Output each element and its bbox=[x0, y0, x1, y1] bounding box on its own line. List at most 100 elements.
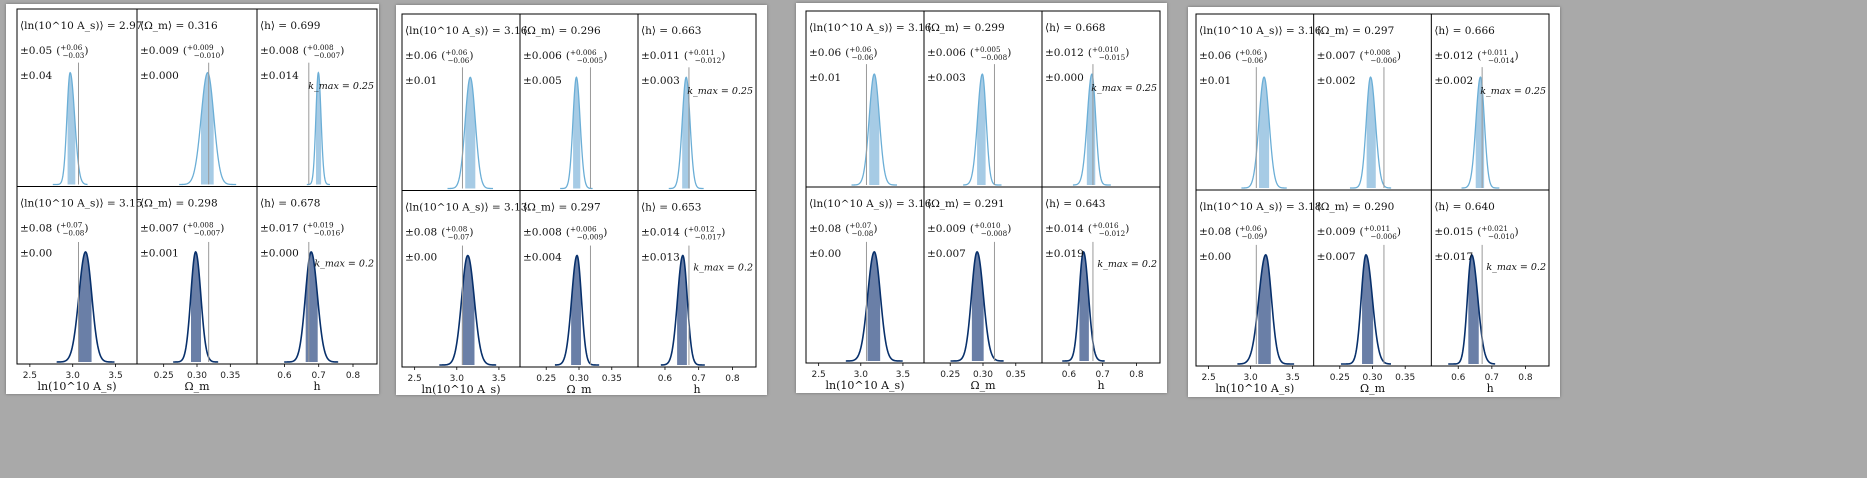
posterior-curve bbox=[284, 250, 339, 363]
panel-h-row1: ⟨h⟩ = 0.678 ±0.017 (+0.019 −0.016) ±0.000 k_m… bbox=[260, 198, 374, 363]
tick-label: 0.25 bbox=[940, 370, 960, 380]
mean-label: ⟨h⟩ = 0.666 bbox=[1434, 25, 1495, 37]
tick-label: 3.5 bbox=[108, 371, 122, 381]
panel-h-row0: ⟨h⟩ = 0.666 ±0.012 (+0.011 −0.014) ±0.002 k_m… bbox=[1434, 25, 1546, 189]
axis-label: ln(10^10 A_s) bbox=[38, 380, 117, 393]
systematic-label: ±0.003 bbox=[927, 72, 966, 84]
axis-label: h bbox=[313, 380, 320, 393]
tick-label: 2.5 bbox=[1201, 373, 1215, 383]
panel-as-row1: ⟨ln(10^10 A_s)⟩ = 3.18 ±0.08 (+0.06 −0.09) ±… bbox=[1199, 201, 1321, 365]
credible-band bbox=[461, 255, 475, 365]
panel-h-row0: ⟨h⟩ = 0.699 ±0.008 (+0.008 −0.007) ±0.014 k_m… bbox=[260, 20, 374, 186]
mean-label: ⟨ln(10^10 A_s)⟩ = 3.16 bbox=[809, 22, 932, 34]
panel-as-row0: ⟨ln(10^10 A_s)⟩ = 2.97 ±0.05 (+0.06 −0.03) ±… bbox=[20, 20, 142, 186]
tick-label: 0.8 bbox=[1129, 370, 1144, 380]
figure-page: ⟨ln(10^10 A_s)⟩ = 3.16 ±0.06 (+0.06 −0.06) ±… bbox=[396, 5, 767, 395]
systematic-label: ±0.019 bbox=[1045, 248, 1084, 260]
error-label: ±0.007 (+0.008 −0.006) bbox=[1317, 48, 1401, 65]
axis-label: ln(10^10 A_s) bbox=[826, 379, 905, 392]
figure-page: ⟨ln(10^10 A_s)⟩ = 2.97 ±0.05 (+0.06 −0.03) ±… bbox=[6, 4, 379, 394]
posterior-curve bbox=[660, 254, 705, 366]
error-label: ±0.012 (+0.010 −0.015) bbox=[1045, 45, 1129, 62]
panel-om-row1: ⟨Ω_m⟩ = 0.298 ±0.007 (+0.008 −0.007) ±0.001 bbox=[140, 198, 224, 363]
panel-as-row1: ⟨ln(10^10 A_s)⟩ = 3.15 ±0.08 (+0.07 −0.08) ±… bbox=[20, 198, 142, 363]
credible-band bbox=[201, 72, 214, 185]
posterior-curve bbox=[1340, 253, 1391, 365]
error-label: ±0.06 (+0.06 −0.06) bbox=[1199, 48, 1267, 65]
tick-label: 0.6 bbox=[1062, 370, 1077, 380]
tick-label: 0.25 bbox=[154, 371, 174, 381]
systematic-label: ±0.01 bbox=[405, 75, 437, 87]
tick-label: 0.35 bbox=[220, 371, 240, 381]
tick-label: 0.6 bbox=[1451, 373, 1466, 383]
error-label: ±0.009 (+0.009 −0.010) bbox=[140, 43, 224, 60]
tick-label: 0.35 bbox=[602, 374, 622, 384]
systematic-label: ±0.003 bbox=[641, 75, 680, 87]
posterior-curve bbox=[1062, 250, 1105, 362]
panel-as-row1: ⟨ln(10^10 A_s)⟩ = 3.13 ±0.08 (+0.08 −0.07) ±… bbox=[405, 202, 527, 366]
error-label: ±0.012 (+0.011 −0.014) bbox=[1434, 48, 1518, 65]
error-label: ±0.08 (+0.07 −0.08) bbox=[809, 221, 877, 238]
posterior-curve bbox=[439, 254, 497, 366]
tick-label: 3.5 bbox=[1285, 373, 1299, 383]
mean-label: ⟨Ω_m⟩ = 0.291 bbox=[927, 198, 1005, 210]
density-grid: ⟨ln(10^10 A_s)⟩ = 2.97 ±0.05 (+0.06 −0.03) ±… bbox=[16, 8, 378, 393]
figure-page: ⟨ln(10^10 A_s)⟩ = 3.16 ±0.06 (+0.06 −0.06) ±… bbox=[796, 3, 1167, 393]
tick-label: 0.7 bbox=[692, 374, 706, 384]
tick-label: 0.35 bbox=[1006, 370, 1026, 380]
axis-label: ln(10^10 A_s) bbox=[1215, 382, 1294, 395]
kmax-label: k_max = 0.25 bbox=[1091, 83, 1157, 94]
systematic-label: ±0.017 bbox=[1434, 251, 1473, 263]
mean-label: ⟨ln(10^10 A_s)⟩ = 3.13 bbox=[405, 202, 527, 214]
error-label: ±0.014 (+0.012 −0.017) bbox=[641, 225, 725, 242]
posterior-curve bbox=[1237, 253, 1295, 365]
panel-as-row0: ⟨ln(10^10 A_s)⟩ = 3.16 ±0.06 (+0.06 −0.06) ±… bbox=[809, 22, 932, 186]
credible-band bbox=[869, 74, 880, 185]
mean-label: ⟨Ω_m⟩ = 0.299 bbox=[927, 22, 1005, 34]
tick-label: 3.0 bbox=[450, 374, 465, 384]
axis-label: Ω_m bbox=[1360, 382, 1386, 395]
tick-label: 0.7 bbox=[1096, 370, 1110, 380]
tick-label: 0.8 bbox=[346, 371, 361, 381]
systematic-label: ±0.014 bbox=[260, 70, 299, 82]
tick-label: 0.30 bbox=[1362, 373, 1382, 383]
error-label: ±0.08 (+0.07 −0.08) bbox=[20, 221, 88, 238]
kmax-label: k_max = 0.2 bbox=[1097, 259, 1157, 270]
error-label: ±0.009 (+0.010 −0.008) bbox=[927, 221, 1011, 238]
mean-label: ⟨Ω_m⟩ = 0.290 bbox=[1317, 201, 1395, 213]
tick-label: 0.6 bbox=[277, 371, 292, 381]
panel-om-row0: ⟨Ω_m⟩ = 0.297 ±0.007 (+0.008 −0.006) ±0.002 bbox=[1317, 25, 1401, 189]
error-label: ±0.009 (+0.011 −0.006) bbox=[1317, 224, 1401, 241]
kmax-label: k_max = 0.25 bbox=[687, 86, 753, 97]
posterior-curve bbox=[554, 254, 600, 366]
posterior-curve bbox=[306, 71, 330, 186]
tick-label: 3.0 bbox=[1243, 373, 1258, 383]
posterior-curve bbox=[52, 71, 88, 186]
panel-om-row1: ⟨Ω_m⟩ = 0.291 ±0.009 (+0.010 −0.008) ±0.007 bbox=[927, 198, 1011, 362]
error-label: ±0.05 (+0.06 −0.03) bbox=[20, 43, 88, 60]
credible-band bbox=[1258, 254, 1271, 364]
density-grid: ⟨ln(10^10 A_s)⟩ = 3.16 ±0.06 (+0.06 −0.06) ±… bbox=[1195, 13, 1550, 395]
systematic-label: ±0.005 bbox=[523, 75, 562, 87]
density-grid: ⟨ln(10^10 A_s)⟩ = 3.16 ±0.06 (+0.06 −0.06) ±… bbox=[805, 10, 1161, 392]
credible-band bbox=[1259, 77, 1270, 188]
credible-band bbox=[867, 251, 881, 361]
posterior-curve bbox=[1072, 73, 1111, 186]
axis-label: Ω_m bbox=[566, 383, 592, 395]
error-label: ±0.006 (+0.005 −0.008) bbox=[927, 45, 1011, 62]
systematic-label: ±0.04 bbox=[20, 70, 52, 82]
axis-label: ln(10^10 A_s) bbox=[422, 383, 501, 395]
mean-label: ⟨h⟩ = 0.678 bbox=[260, 198, 321, 210]
error-label: ±0.06 (+0.06 −0.06) bbox=[809, 45, 877, 62]
tick-label: 2.5 bbox=[811, 370, 825, 380]
figure-page: ⟨ln(10^10 A_s)⟩ = 3.16 ±0.06 (+0.06 −0.06) ±… bbox=[1188, 7, 1560, 397]
error-label: ±0.008 (+0.008 −0.007) bbox=[260, 43, 344, 60]
mean-label: ⟨Ω_m⟩ = 0.297 bbox=[1317, 25, 1395, 37]
posterior-curve bbox=[963, 73, 1002, 186]
mean-label: ⟨ln(10^10 A_s)⟩ = 2.97 bbox=[20, 20, 142, 32]
systematic-label: ±0.01 bbox=[1199, 75, 1231, 87]
systematic-label: ±0.00 bbox=[405, 252, 437, 264]
credible-band bbox=[682, 77, 690, 189]
error-label: ±0.08 (+0.08 −0.07) bbox=[405, 225, 473, 242]
systematic-label: ±0.002 bbox=[1317, 75, 1356, 87]
